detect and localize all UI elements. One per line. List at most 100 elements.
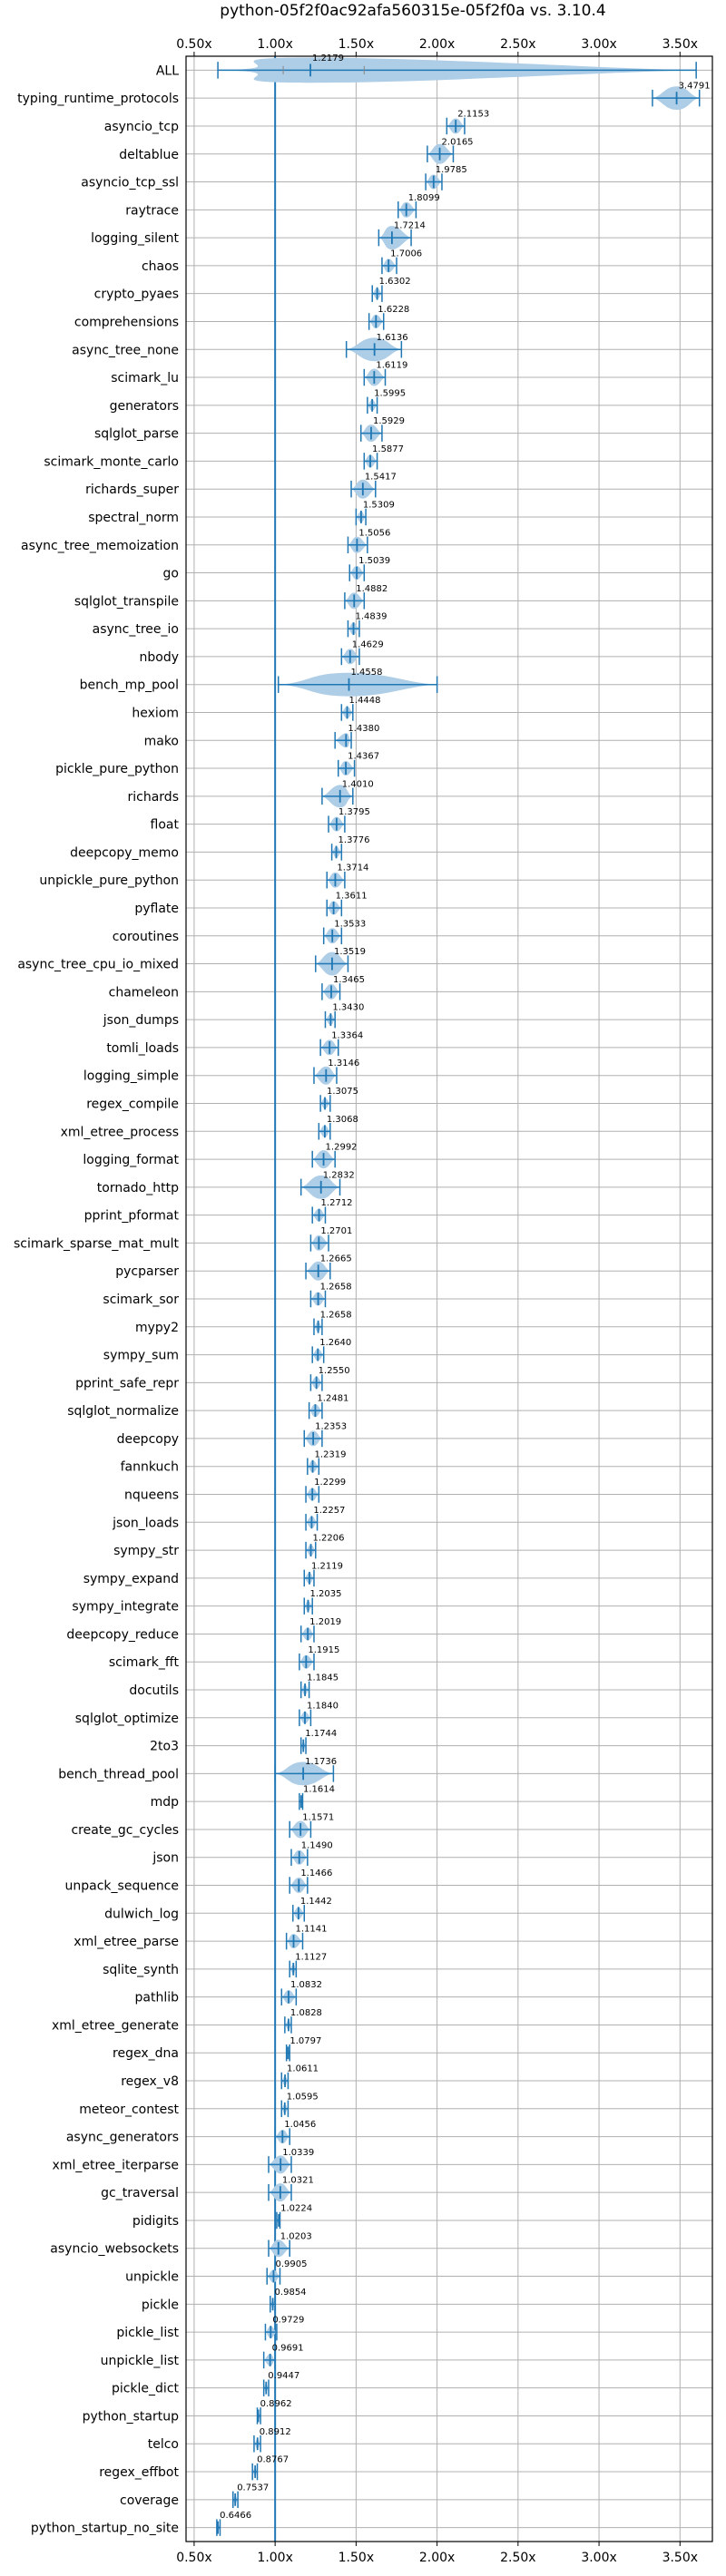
value-label: 1.0203 — [280, 2231, 312, 2241]
benchmark-row: pprint_pformat 1.2712 — [84, 1198, 353, 1224]
row-label: async_generators — [66, 2131, 179, 2145]
benchmark-row: sqlite_synth 1.1127 — [103, 1952, 327, 1978]
value-label: 1.2035 — [309, 1589, 341, 1599]
benchmark-row: python_startup 0.8962 — [83, 2399, 292, 2425]
row-label: nqueens — [124, 1488, 179, 1503]
row-label: sqlglot_parse — [94, 427, 179, 442]
value-label: 1.3068 — [327, 1115, 358, 1125]
benchmark-row: create_gc_cycles 1.1571 — [71, 1812, 334, 1839]
row-label: richards_super — [85, 483, 179, 497]
benchmark-row: xml_etree_parse 1.1141 — [74, 1925, 328, 1950]
value-label: 1.2665 — [320, 1254, 352, 1264]
value-label: 1.0321 — [282, 2176, 314, 2186]
benchmark-row: tornado_http 1.2832 — [97, 1170, 355, 1199]
row-label: coroutines — [113, 930, 179, 944]
value-label: 0.8912 — [260, 2427, 291, 2437]
benchmark-row: pycparser 1.2665 — [115, 1254, 352, 1281]
value-label: 1.5417 — [365, 473, 397, 483]
value-label: 1.4882 — [356, 584, 388, 594]
value-label: 1.0456 — [284, 2120, 316, 2130]
benchmark-row: hexiom 1.4448 — [132, 696, 381, 721]
value-label: 3.4791 — [679, 82, 711, 92]
value-label: 1.4629 — [352, 639, 384, 649]
value-label: 1.3364 — [331, 1030, 363, 1040]
row-label: pickle_dict — [112, 2382, 180, 2396]
value-label: 1.4367 — [348, 752, 379, 762]
benchmark-rows: ALL 1.2179 typing_runtime_protocols 3.4791 a… — [14, 54, 711, 2542]
value-label: 1.2550 — [319, 1366, 350, 1376]
value-label: 1.4839 — [356, 612, 388, 622]
value-label: 1.5056 — [358, 528, 390, 538]
row-label: scimark_sor — [103, 1293, 179, 1307]
benchmark-row: telco 0.8912 — [148, 2427, 291, 2453]
row-label: generators — [110, 399, 179, 414]
value-label: 1.1845 — [307, 1673, 338, 1683]
value-label: 2.0165 — [442, 137, 474, 147]
benchmark-row: json 1.1490 — [152, 1840, 333, 1866]
value-label: 0.9905 — [275, 2259, 307, 2269]
row-label: comprehensions — [74, 315, 179, 329]
value-label: 1.4558 — [350, 668, 382, 678]
row-label: xml_etree_parse — [74, 1935, 179, 1949]
row-label: hexiom — [132, 706, 179, 720]
value-label: 1.2019 — [309, 1617, 341, 1627]
row-label: sqlglot_transpile — [74, 594, 179, 609]
row-label: mako — [144, 734, 179, 748]
row-label: typing_runtime_protocols — [17, 92, 179, 106]
benchmark-row: nqueens 1.2299 — [124, 1478, 346, 1503]
value-label: 1.0828 — [290, 2008, 322, 2018]
benchmark-row: unpickle 0.9905 — [125, 2259, 307, 2285]
chart-title: python-05f2f0ac92afa560315e-05f2f0a vs. … — [220, 2, 605, 20]
value-label: 1.3465 — [333, 975, 365, 985]
benchmark-row: regex_v8 1.0611 — [121, 2064, 319, 2090]
value-label: 1.3611 — [336, 892, 368, 902]
value-label: 1.3146 — [328, 1059, 359, 1068]
row-label: sqlite_synth — [103, 1963, 179, 1977]
row-label: mdp — [151, 1795, 180, 1810]
benchmark-row: asyncio_websockets 1.0203 — [50, 2231, 312, 2258]
row-label: asyncio_tcp — [104, 120, 179, 134]
row-label: coverage — [120, 2493, 179, 2508]
row-label: deepcopy_memo — [70, 845, 179, 860]
value-label: 1.5309 — [363, 501, 395, 511]
benchmark-row: fannkuch 1.2319 — [121, 1449, 347, 1475]
value-label: 1.7006 — [390, 249, 422, 259]
x-tick-label-bottom: 3.00x — [581, 2551, 616, 2565]
value-label: 1.0595 — [287, 2092, 319, 2102]
value-label: 1.1736 — [305, 1757, 337, 1767]
x-tick-label-top: 3.50x — [662, 37, 698, 52]
value-label: 0.6466 — [220, 2511, 251, 2521]
row-label: scimark_lu — [111, 371, 179, 385]
value-label: 1.0797 — [289, 2036, 321, 2046]
value-label: 1.6119 — [376, 361, 407, 371]
value-label: 1.1744 — [305, 1729, 337, 1739]
row-label: gc_traversal — [101, 2186, 179, 2200]
value-label: 1.1571 — [302, 1812, 334, 1822]
benchmark-row: scimark_monte_carlo 1.5877 — [44, 444, 404, 470]
row-label: docutils — [129, 1683, 179, 1698]
value-label: 0.8767 — [257, 2455, 289, 2465]
row-label: richards — [128, 790, 180, 805]
benchmark-row: dulwich_log 1.1442 — [104, 1897, 332, 1922]
row-label: unpickle_pure_python — [39, 873, 179, 888]
row-label: pyflate — [134, 902, 179, 916]
value-label: 1.3776 — [338, 835, 370, 845]
benchmark-row: pprint_safe_repr 1.2550 — [75, 1366, 350, 1391]
benchmark-row: nbody 1.4629 — [140, 639, 384, 666]
value-label: 1.6136 — [377, 333, 408, 343]
row-label: sqlglot_normalize — [67, 1404, 179, 1419]
value-label: 0.8962 — [260, 2399, 292, 2409]
row-label: asyncio_websockets — [50, 2242, 179, 2257]
benchmark-row: coverage 0.7537 — [120, 2483, 269, 2509]
benchmark-row: async_tree_cpu_io_mixed 1.3519 — [17, 947, 366, 976]
benchmark-row: richards 1.4010 — [128, 779, 374, 808]
value-label: 1.3430 — [332, 1003, 364, 1013]
x-tick-label-top: 3.00x — [581, 37, 616, 52]
row-label: nbody — [140, 650, 180, 665]
value-label: 1.1490 — [301, 1840, 333, 1850]
row-label: 2to3 — [150, 1740, 179, 1754]
x-tick-label-bottom: 2.50x — [500, 2551, 535, 2565]
value-label: 1.0611 — [287, 2064, 319, 2074]
row-label: async_tree_none — [72, 343, 179, 357]
row-label: mypy2 — [135, 1321, 179, 1335]
